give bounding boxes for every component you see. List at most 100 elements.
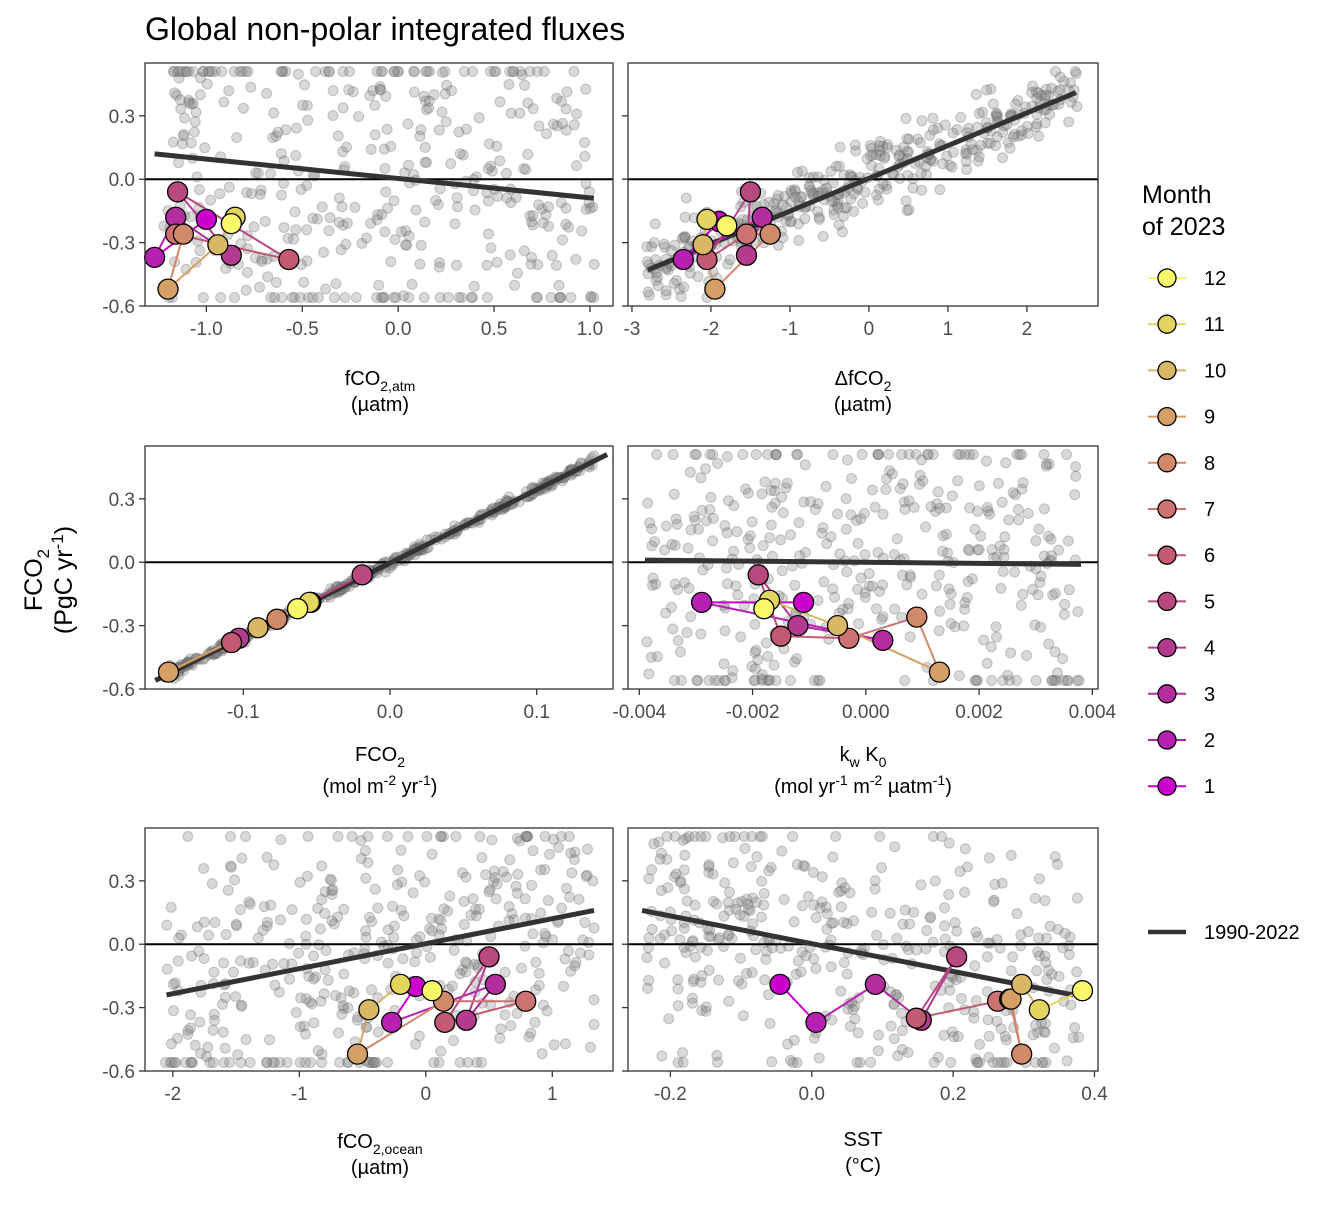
background-point [209,66,221,77]
background-point [899,503,911,515]
x-tick-label: 0 [864,319,875,340]
background-point [696,504,708,516]
background-point [588,994,600,1006]
background-point [750,449,762,460]
background-point [812,594,824,606]
background-point [297,99,309,111]
background-point [889,549,900,560]
background-point [1021,650,1033,661]
background-point [849,139,861,151]
background-point [1032,1027,1044,1038]
background-point [208,966,220,978]
background-point [675,675,687,686]
background-point [660,289,672,301]
month-path-segment [443,956,490,1023]
background-point [457,149,469,161]
background-point [653,836,665,848]
background-point [874,135,886,147]
background-point [744,542,756,554]
background-point [885,1020,897,1032]
background-point [1046,675,1058,686]
panel-border [144,62,614,307]
background-point [984,508,996,520]
background-point [844,1020,856,1032]
background-point [506,908,518,920]
background-point [560,202,572,214]
background-point [205,194,216,206]
background-point [360,931,372,943]
background-point [842,603,854,615]
background-point [746,516,758,528]
background-point [1049,587,1061,599]
background-point [1003,514,1015,526]
background-point [873,1029,884,1041]
background-point [420,95,431,107]
background-point [334,1057,346,1068]
background-point [290,122,302,134]
background-point [852,583,864,595]
background-point [762,650,774,662]
background-point [961,148,973,160]
background-point [881,473,893,485]
background-point [765,861,777,873]
background-point [530,984,542,996]
background-point [789,191,801,203]
background-point [703,859,715,871]
background-point [1052,667,1063,679]
background-point [914,478,925,490]
background-point [275,148,287,160]
background-point [904,569,916,581]
background-point [461,957,473,969]
background-point [992,477,1004,489]
background-point [959,843,971,855]
background-point [825,165,837,177]
background-point [222,884,234,896]
background-point [403,159,414,171]
background-point [679,231,691,243]
background-point [713,974,725,986]
background-point [182,1028,194,1040]
background-point [756,675,768,686]
background-point [1032,87,1044,99]
background-point [527,210,539,222]
trend-line-1990-2022 [641,907,1074,998]
background-point [669,675,680,686]
background-point [837,604,849,615]
background-point [306,998,318,1010]
background-point [833,219,845,231]
background-point [434,257,445,269]
background-point [316,201,328,213]
background-point [290,150,302,161]
background-point [943,837,955,849]
background-point [724,254,736,266]
background-point [485,66,496,77]
background-point [505,1020,517,1032]
background-point [959,886,971,898]
background-point [539,928,551,939]
background-point [258,901,270,913]
background-point [990,140,1001,152]
background-point [1001,1057,1013,1068]
background-point [943,976,955,988]
background-point [231,132,243,143]
background-point [454,968,466,980]
svg-text:ΔfCO2: ΔfCO2 [835,368,892,394]
background-point [995,1023,1007,1035]
background-point [385,256,397,268]
background-point [220,929,232,940]
background-point [343,66,355,77]
background-point [266,1057,278,1068]
background-point [1029,619,1041,631]
background-point [343,985,355,997]
background-point [531,292,542,303]
background-point [333,216,345,228]
background-point [679,211,691,223]
background-point [708,896,719,907]
background-point [925,501,937,513]
background-point [722,897,734,908]
background-point [750,644,762,656]
background-point [896,449,908,460]
background-point [852,1027,864,1039]
background-point [312,903,324,914]
background-point [402,118,414,130]
